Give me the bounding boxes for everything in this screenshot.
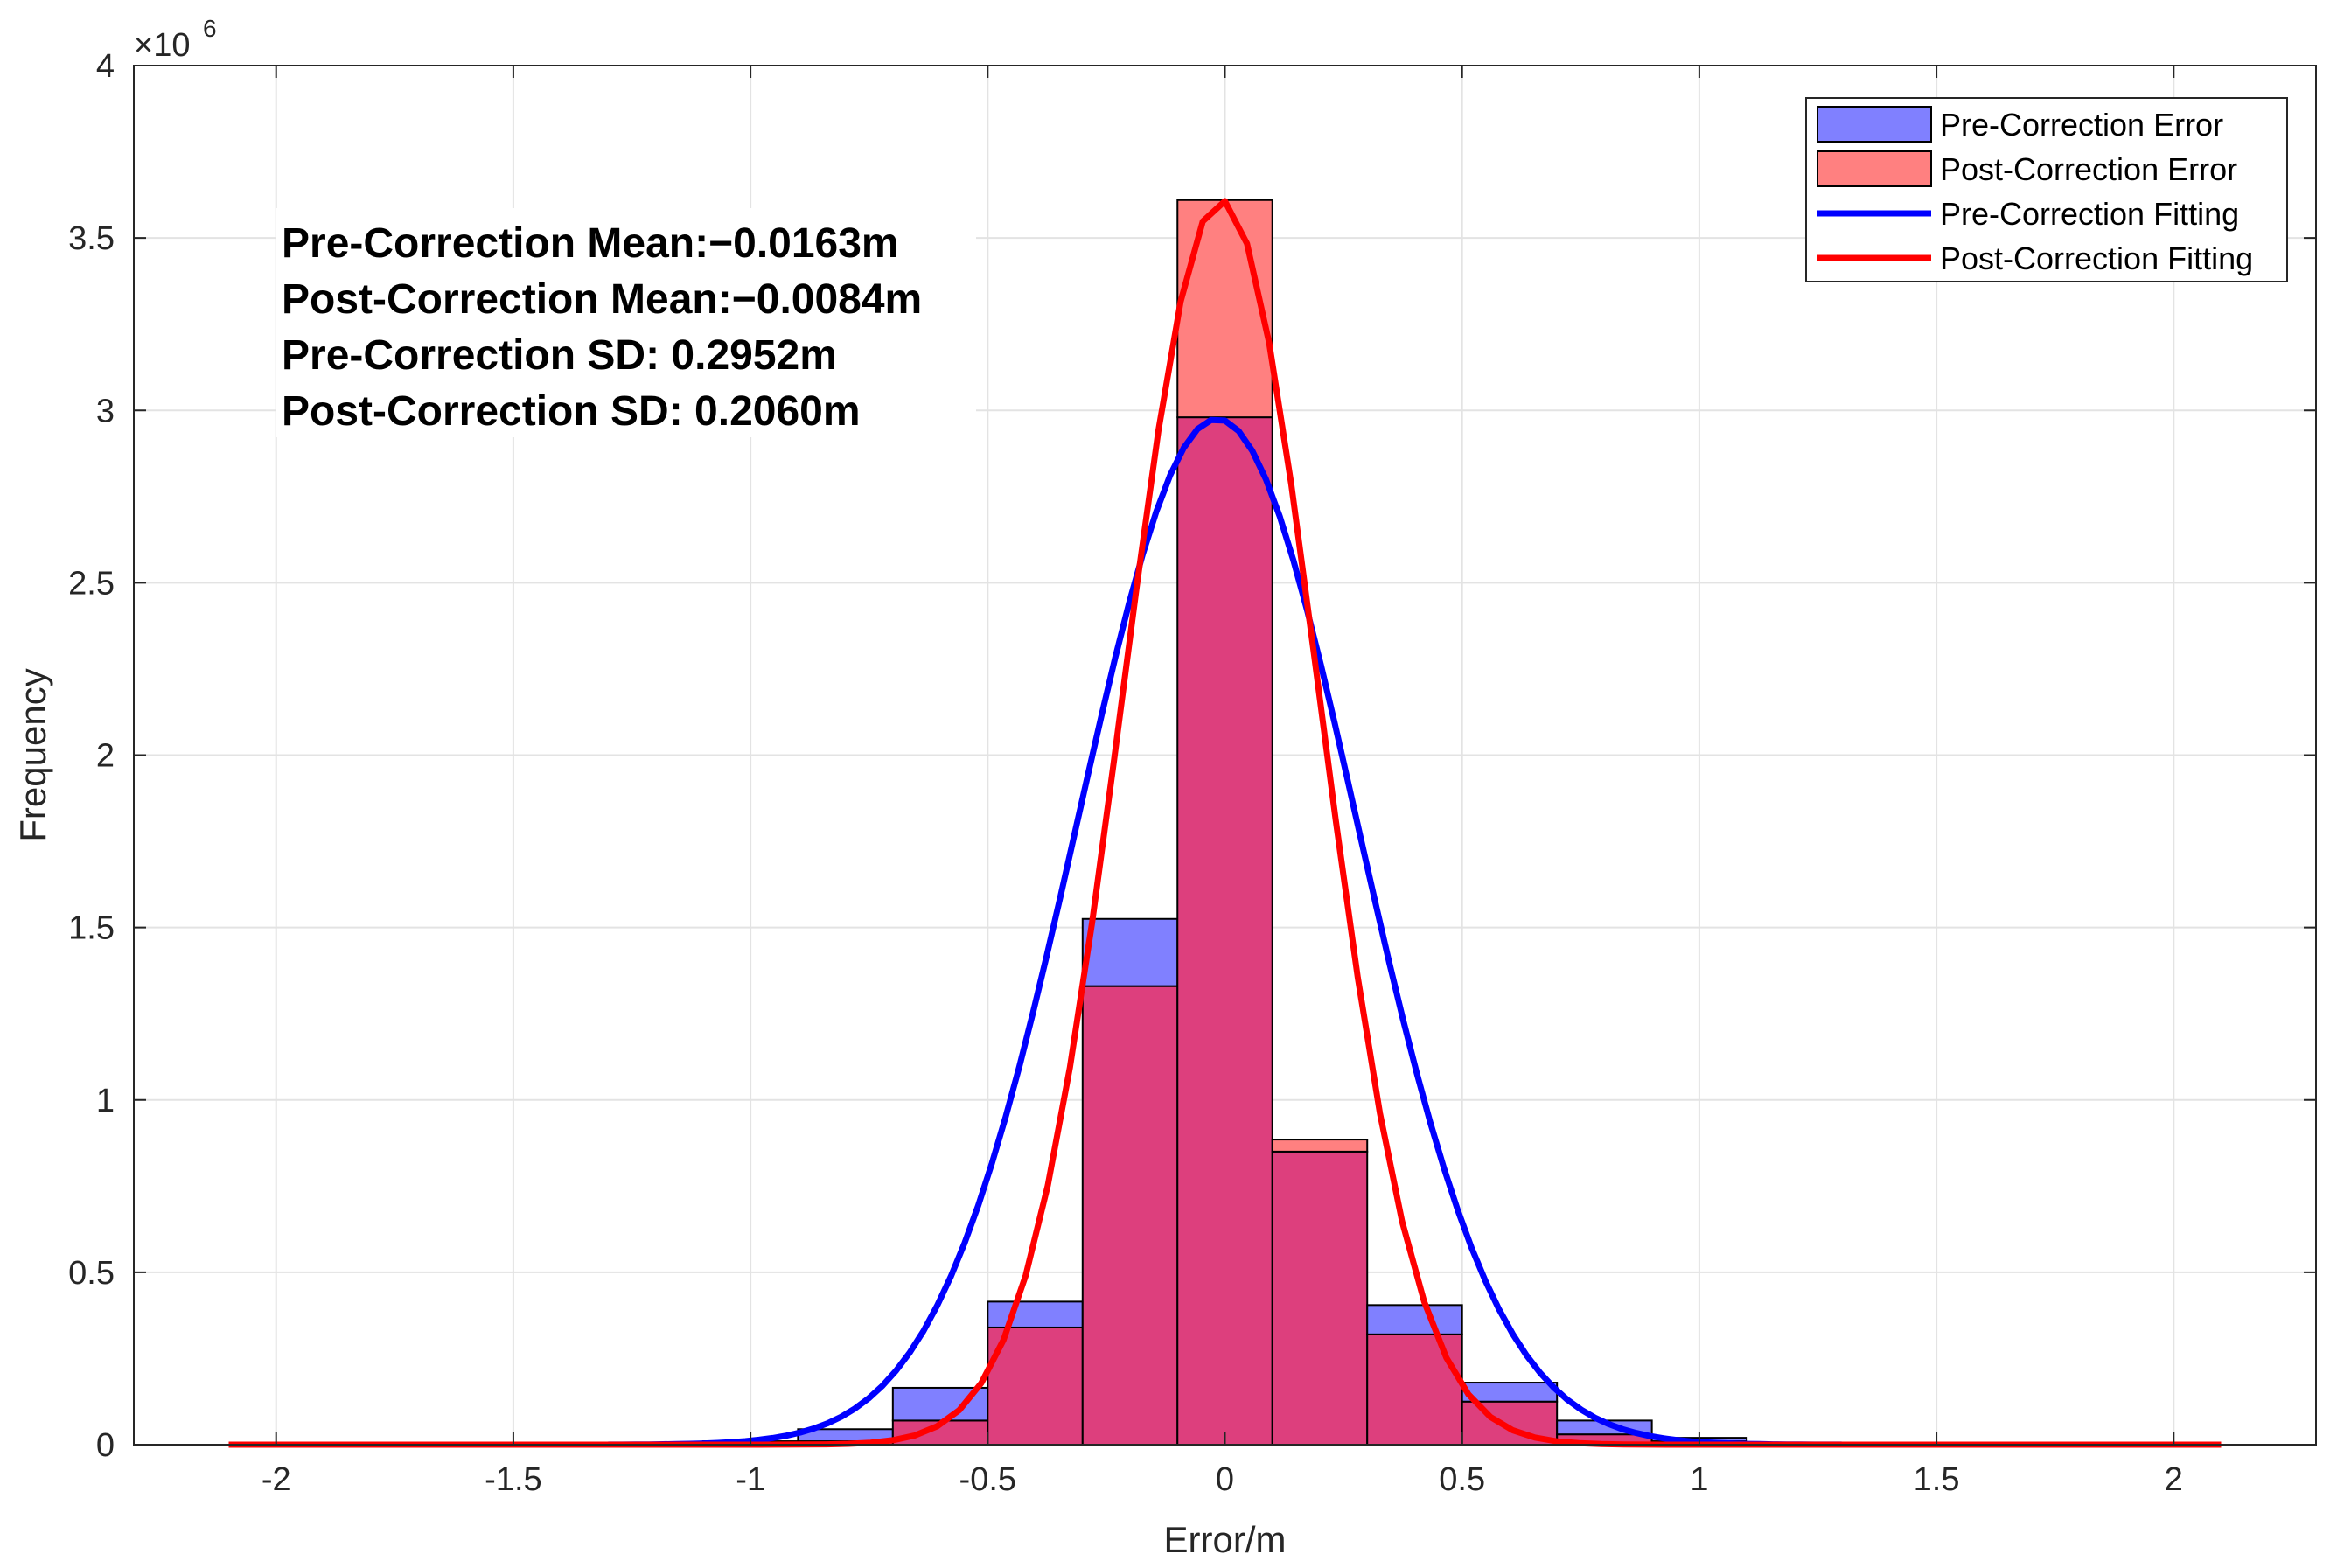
- x-tick-label: 0: [1216, 1461, 1234, 1498]
- tick-labels: -2 -1.5 -1 -0.5 0 0.5 1 1.5 2 0 0.5 1 1.5 2 2.5 3 3.5 4: [68, 48, 2316, 1498]
- pre-mean-annotation: Pre-Correction Mean:−0.0163m: [282, 220, 899, 267]
- y-tick-label: 1.5: [68, 910, 115, 947]
- y-tick-label: 3: [96, 393, 115, 429]
- x-tick-label: -0.5: [959, 1461, 1016, 1498]
- pre-correction-fit-curve: [608, 416, 1842, 1448]
- y-tick-label: 3.5: [68, 220, 115, 257]
- y-exponent-power: 6: [203, 15, 217, 42]
- x-tick-label: 1.5: [1914, 1461, 1960, 1498]
- post-sd-annotation: Post-Correction SD: 0.2060m: [282, 388, 861, 435]
- overlap-bar: [987, 1326, 1084, 1446]
- y-tick-label: 0: [96, 1427, 115, 1464]
- post-correction-bar: [1176, 199, 1273, 419]
- y-tick-label: 0.5: [68, 1255, 115, 1292]
- pre-correction-bar: [1081, 917, 1179, 987]
- pre-correction-bar: [1366, 1304, 1463, 1335]
- legend-label-pre-fitting: Pre-Correction Fitting: [1940, 196, 2239, 232]
- y-tick-label: 2: [96, 738, 115, 775]
- y-tick-label: 2.5: [68, 565, 115, 602]
- y-axis-label: Frequency: [12, 668, 53, 841]
- overlap-bar: [1366, 1333, 1463, 1446]
- post-mean-annotation: Post-Correction Mean:−0.0084m: [282, 276, 922, 323]
- stats-background: [276, 208, 976, 437]
- x-tick-label: 2: [2165, 1461, 2183, 1498]
- legend-label-pre-error: Pre-Correction Error: [1940, 107, 2223, 143]
- overlap-bar: [1081, 985, 1179, 1446]
- overlap-bar: [1271, 1150, 1369, 1446]
- y-tick-label: 1: [96, 1083, 115, 1119]
- post-correction-bar: [1271, 1139, 1369, 1153]
- legend-label-post-fitting: Post-Correction Fitting: [1940, 240, 2253, 276]
- legend-label-post-error: Post-Correction Error: [1940, 151, 2237, 187]
- y-tick-label: 4: [96, 48, 115, 85]
- x-tick-label: -1.5: [485, 1461, 541, 1498]
- y-exponent-base: ×10: [134, 27, 190, 64]
- x-tick-label: 0.5: [1439, 1461, 1485, 1498]
- overlap-bar: [1176, 416, 1273, 1446]
- pre-correction-bar: [987, 1300, 1084, 1328]
- legend: Pre-Correction Error Post-Correction Err…: [1805, 97, 2288, 282]
- legend-swatch-post-error: [1817, 150, 1932, 187]
- pre-sd-annotation: Pre-Correction SD: 0.2952m: [282, 332, 837, 379]
- x-tick-label: -2: [262, 1461, 291, 1498]
- x-tick-label: -1: [736, 1461, 765, 1498]
- x-axis-label: Error/m: [1164, 1519, 1287, 1560]
- stats-annotation: Pre-Correction Mean:−0.0163m Post-Correc…: [276, 208, 976, 437]
- x-tick-label: 1: [1690, 1461, 1708, 1498]
- legend-swatch-pre-error: [1817, 106, 1932, 143]
